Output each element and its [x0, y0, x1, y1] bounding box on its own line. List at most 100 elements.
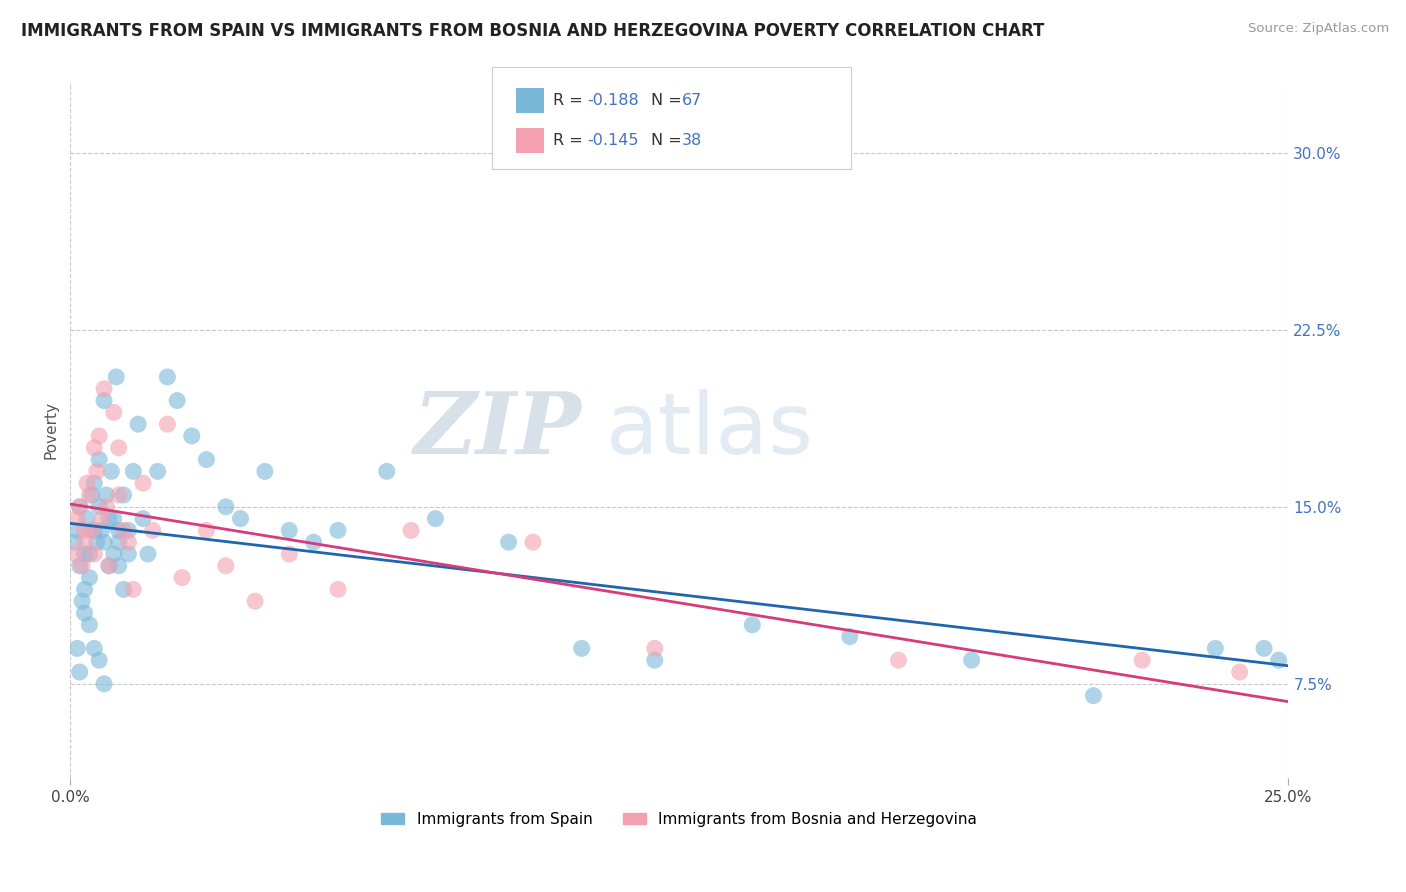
Point	[83, 441, 105, 455]
Text: R =: R =	[553, 94, 588, 108]
Point	[66, 511, 89, 525]
Point	[399, 524, 422, 538]
Y-axis label: Poverty: Poverty	[44, 401, 58, 459]
Point	[83, 641, 105, 656]
Point	[117, 535, 139, 549]
Text: -0.188: -0.188	[588, 94, 640, 108]
Point	[73, 606, 96, 620]
Point	[127, 417, 149, 432]
Point	[103, 405, 125, 419]
Point	[122, 582, 145, 597]
Point	[375, 464, 398, 478]
Point	[66, 524, 89, 538]
Point	[89, 653, 111, 667]
Point	[107, 488, 129, 502]
Point	[302, 535, 325, 549]
Point	[96, 500, 118, 514]
Point	[73, 535, 96, 549]
Point	[79, 488, 101, 502]
Point	[69, 500, 91, 514]
Text: ZIP: ZIP	[413, 388, 582, 472]
Point	[93, 677, 115, 691]
Point	[80, 488, 103, 502]
Point	[142, 524, 165, 538]
Point	[253, 464, 276, 478]
Point	[70, 594, 93, 608]
Point	[73, 524, 96, 538]
Point	[326, 582, 349, 597]
Point	[215, 558, 238, 573]
Point	[93, 535, 115, 549]
Point	[93, 382, 115, 396]
Text: R =: R =	[553, 134, 588, 148]
Point	[112, 488, 135, 502]
Point	[278, 524, 301, 538]
Point	[73, 547, 96, 561]
Point	[195, 524, 218, 538]
Text: -0.145: -0.145	[588, 134, 640, 148]
Point	[960, 653, 983, 667]
Point	[1253, 641, 1275, 656]
Point	[166, 393, 188, 408]
Point	[76, 511, 98, 525]
Point	[70, 558, 93, 573]
Point	[83, 476, 105, 491]
Point	[107, 535, 129, 549]
Point	[156, 370, 179, 384]
Point	[112, 582, 135, 597]
Point	[1204, 641, 1226, 656]
Point	[66, 641, 89, 656]
Point	[243, 594, 266, 608]
Point	[229, 511, 252, 525]
Point	[571, 641, 593, 656]
Point	[122, 464, 145, 478]
Point	[107, 558, 129, 573]
Point	[69, 665, 91, 679]
Point	[112, 524, 135, 538]
Point	[97, 558, 120, 573]
Point	[278, 547, 301, 561]
Point	[76, 476, 98, 491]
Point	[644, 653, 666, 667]
Text: 67: 67	[682, 94, 702, 108]
Point	[103, 511, 125, 525]
Point	[522, 535, 544, 549]
Point	[195, 452, 218, 467]
Point	[156, 417, 179, 432]
Point	[86, 464, 108, 478]
Point	[69, 500, 91, 514]
Text: Source: ZipAtlas.com: Source: ZipAtlas.com	[1249, 22, 1389, 36]
Point	[103, 547, 125, 561]
Point	[63, 547, 86, 561]
Point	[326, 524, 349, 538]
Point	[73, 582, 96, 597]
Point	[89, 452, 111, 467]
Text: N =: N =	[651, 94, 688, 108]
Point	[1229, 665, 1251, 679]
Point	[69, 558, 91, 573]
Point	[90, 524, 112, 538]
Point	[887, 653, 910, 667]
Point	[93, 393, 115, 408]
Point	[644, 641, 666, 656]
Point	[136, 547, 159, 561]
Point	[498, 535, 520, 549]
Point	[100, 464, 122, 478]
Point	[1267, 653, 1289, 667]
Point	[117, 524, 139, 538]
Point	[146, 464, 169, 478]
Point	[1083, 689, 1105, 703]
Point	[838, 630, 860, 644]
Point	[79, 617, 101, 632]
Point	[80, 524, 103, 538]
Point	[117, 547, 139, 561]
Point	[63, 535, 86, 549]
Point	[89, 429, 111, 443]
Text: atlas: atlas	[606, 389, 814, 472]
Point	[132, 476, 155, 491]
Point	[90, 511, 112, 525]
Point	[132, 511, 155, 525]
Point	[96, 488, 118, 502]
Point	[97, 511, 120, 525]
Point	[97, 558, 120, 573]
